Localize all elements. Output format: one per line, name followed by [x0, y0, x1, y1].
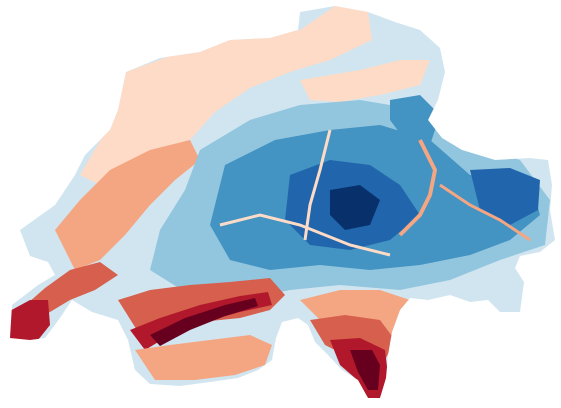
south-valais-mixed	[135, 335, 272, 380]
west-lowland-warm	[55, 140, 200, 270]
ticino-core	[350, 350, 380, 390]
valley-engadin	[439, 183, 531, 242]
north-warm-zone	[300, 60, 430, 102]
geneva-hot	[10, 300, 50, 340]
plateau-warm-zone	[80, 6, 372, 185]
north-cold-zone	[390, 95, 440, 145]
valley-rhine	[398, 139, 438, 237]
east-cold-zone	[470, 168, 540, 225]
alps-peak-zone	[330, 185, 380, 230]
valley-central	[219, 213, 391, 257]
valais-very-hot	[150, 298, 258, 346]
valley-reuss	[303, 129, 332, 241]
